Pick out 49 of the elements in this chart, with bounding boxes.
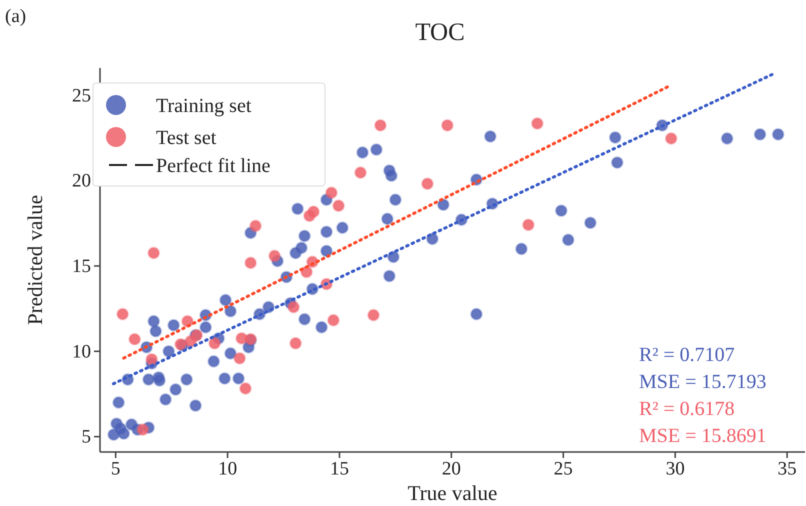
point — [145, 352, 158, 366]
x-tick-label: 15 — [330, 458, 349, 480]
point — [530, 117, 544, 130]
y-tick-label: 5 — [82, 426, 91, 448]
point — [289, 336, 302, 350]
point — [244, 256, 257, 270]
point — [208, 336, 221, 350]
point — [367, 308, 380, 322]
annotation: Perfect fit line — [156, 155, 271, 177]
annotation: MSE = 15.7193 — [639, 371, 766, 393]
point — [374, 119, 387, 132]
point — [441, 119, 454, 132]
legend-label: Test set — [156, 127, 217, 149]
point — [268, 250, 281, 262]
point — [128, 332, 142, 346]
x-axis-title: True value — [408, 481, 498, 505]
y-tick-label: 10 — [72, 341, 91, 362]
point — [239, 382, 252, 395]
point — [327, 314, 340, 327]
point — [287, 300, 300, 314]
point — [325, 186, 338, 200]
annotation: R² = 0.6178 — [639, 398, 735, 420]
point — [522, 218, 535, 232]
x-tick-label: 35 — [778, 458, 797, 480]
x-tick-label: 25 — [554, 458, 573, 480]
y-tick-label: 15 — [72, 256, 91, 278]
point — [307, 205, 320, 218]
point — [249, 220, 262, 232]
point — [664, 132, 678, 145]
x-tick-label: 30 — [666, 458, 685, 480]
x-tick-label: 10 — [218, 458, 238, 480]
x-tick-label: 5 — [110, 458, 120, 480]
point — [233, 352, 246, 365]
chart-title: TOC — [415, 19, 465, 46]
point — [354, 166, 367, 179]
point — [181, 314, 194, 328]
point — [332, 199, 345, 212]
point — [147, 246, 160, 260]
annotation: MSE = 15.8691 — [639, 425, 766, 447]
point — [116, 308, 129, 320]
annotation: R² = 0.7107 — [639, 344, 735, 366]
y-tick-label: 25 — [72, 85, 91, 106]
y-axis-title: Predicted value — [23, 194, 47, 326]
point — [421, 177, 434, 190]
x-tick-label: 20 — [442, 458, 461, 480]
legend-label: Training set — [156, 95, 252, 117]
point — [136, 423, 150, 436]
text: (a) — [5, 6, 26, 27]
y-tick-label: 20 — [72, 170, 91, 192]
